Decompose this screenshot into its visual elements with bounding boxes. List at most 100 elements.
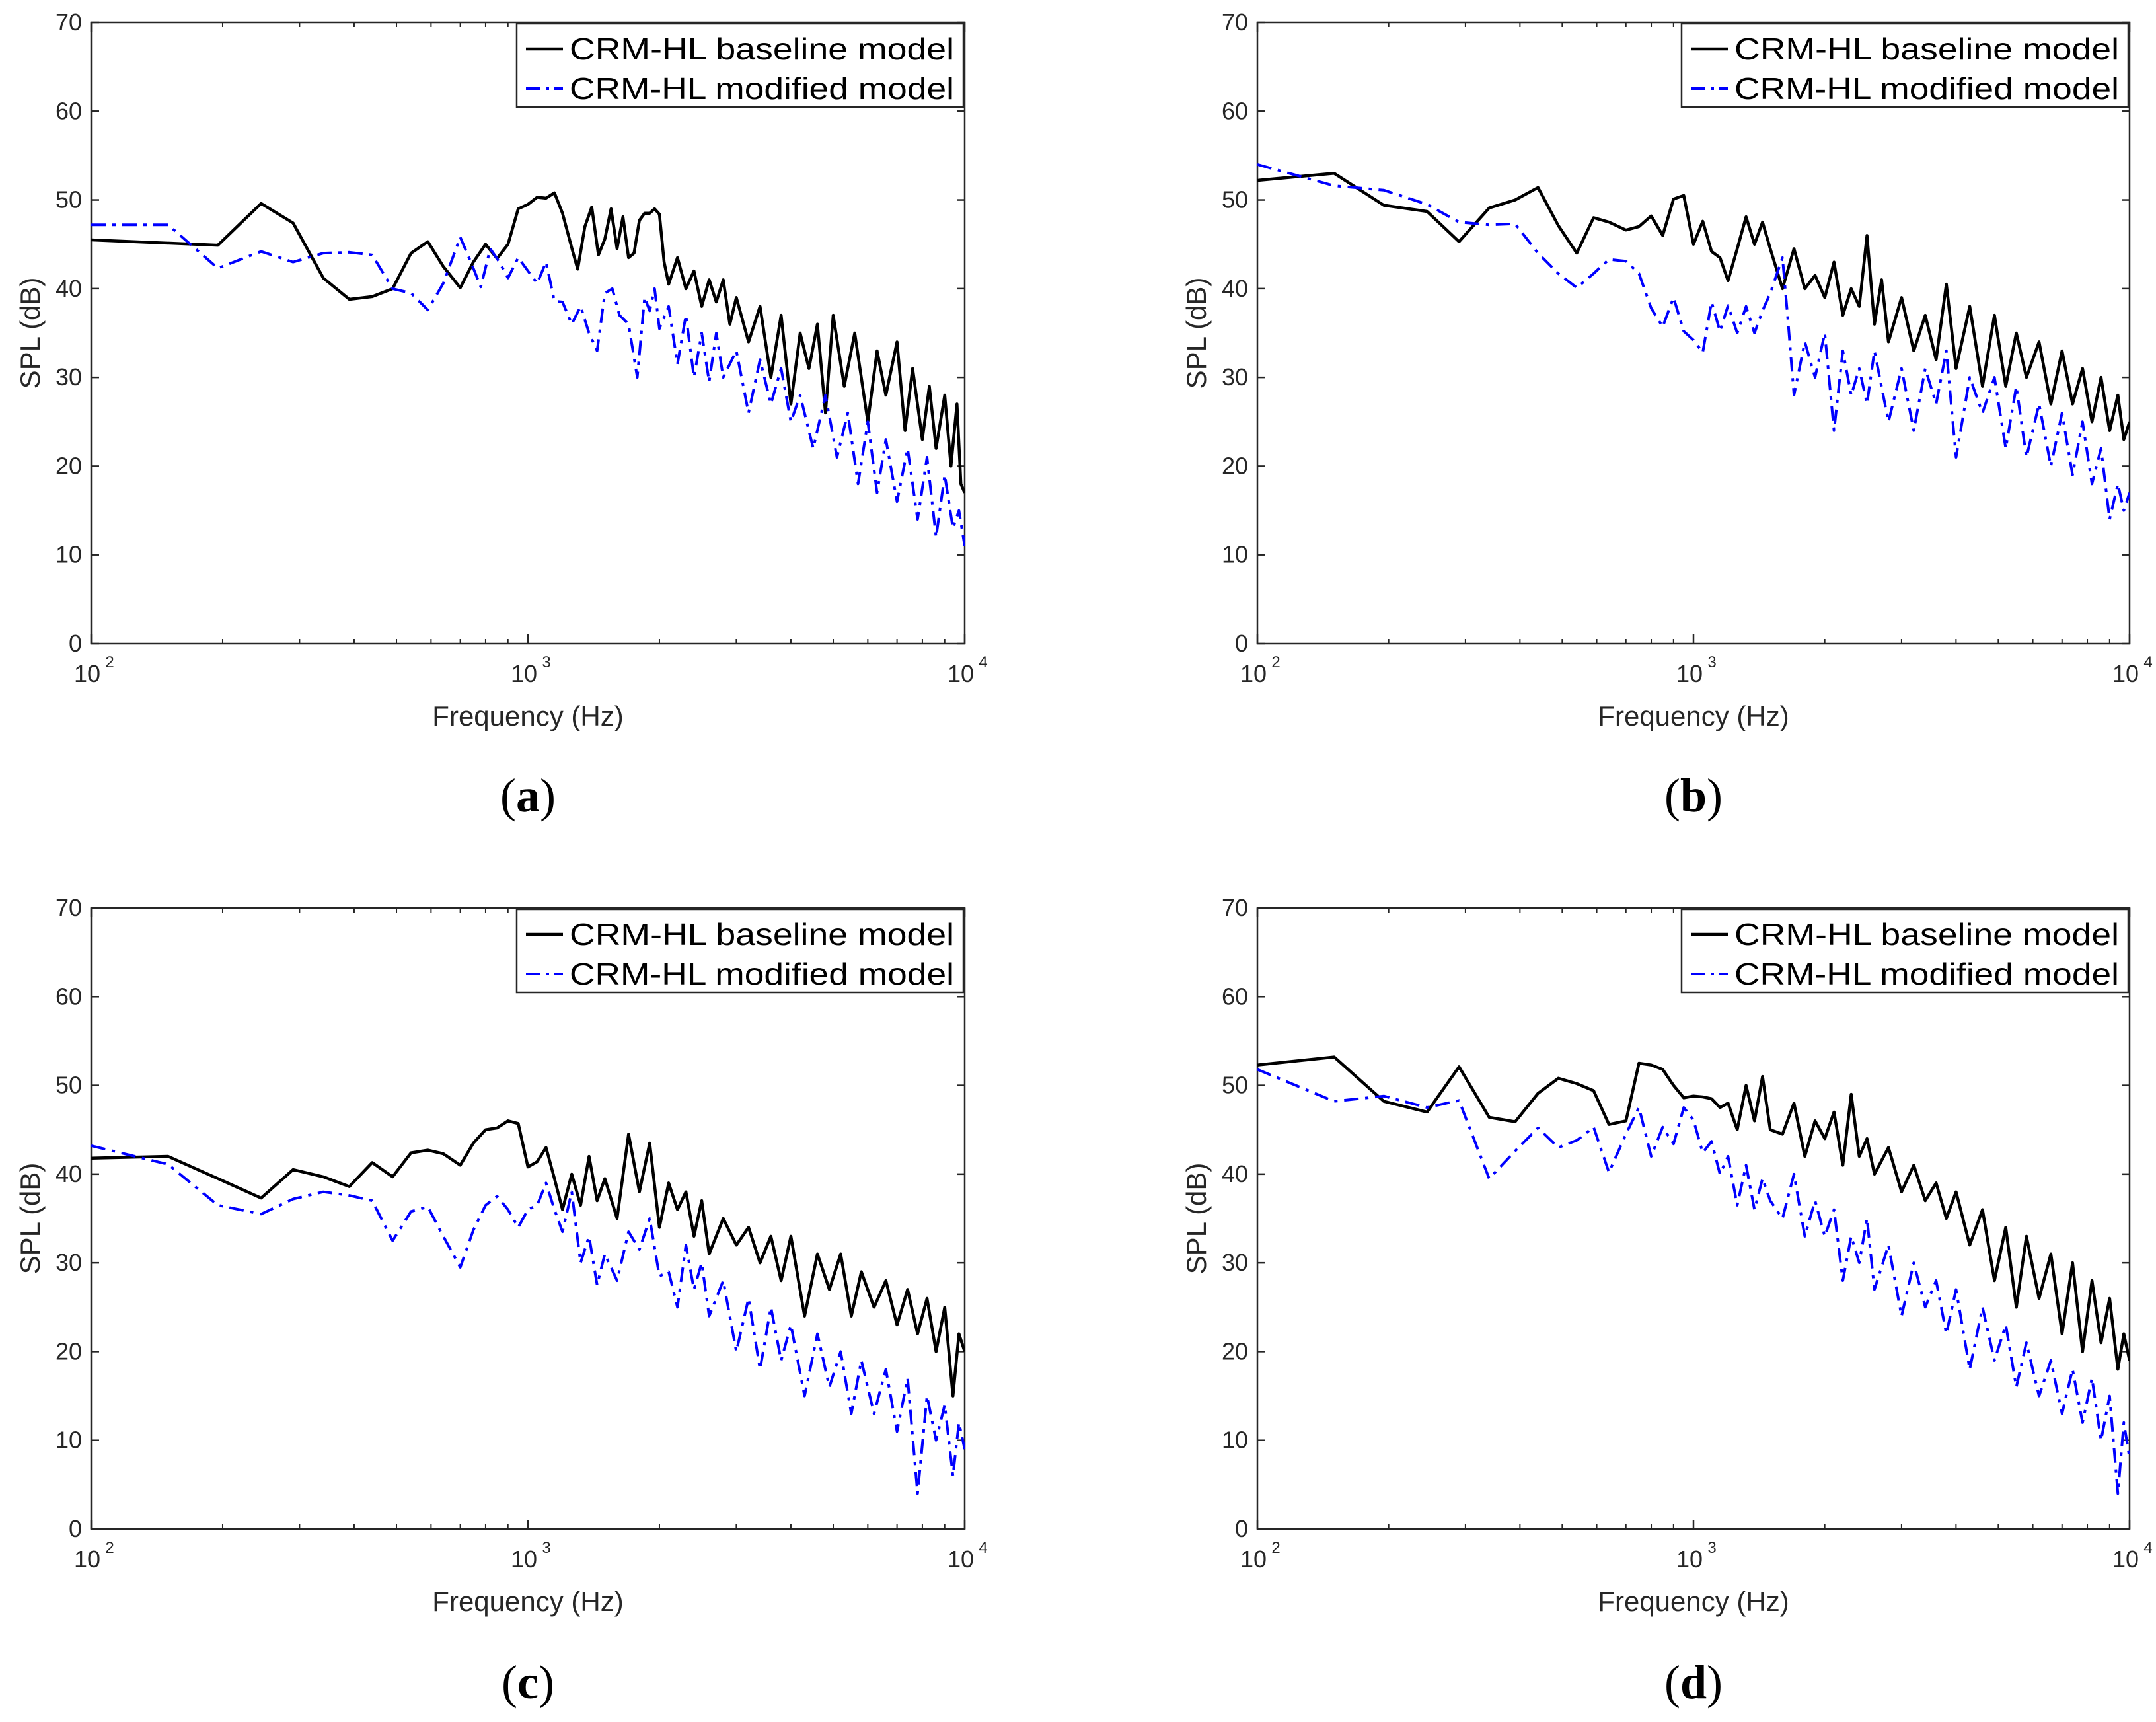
y-tick-label: 50 [1222, 1072, 1248, 1099]
legend-entry-label: CRM-HL baseline model [570, 917, 954, 952]
y-tick-label: 10 [1222, 541, 1248, 568]
legend-entry-label: CRM-HL baseline model [570, 32, 954, 66]
x-tick-exponent: 4 [979, 1539, 987, 1557]
y-tick-label: 20 [56, 1337, 82, 1365]
y-tick-label: 60 [56, 983, 82, 1010]
y-tick-label: 0 [69, 630, 82, 657]
panel-caption: (c) [502, 1656, 554, 1709]
plot-area [90, 21, 966, 645]
legend: CRM-HL baseline model CRM-HL modified mod… [1680, 908, 2130, 994]
y-tick-label: 60 [1222, 983, 1248, 1010]
x-tick-label: 10 [1240, 1546, 1267, 1573]
y-tick-label: 50 [56, 1072, 82, 1099]
x-tick-label: 10 [948, 660, 974, 687]
y-tick-label: 10 [56, 1427, 82, 1454]
x-axis-label: Frequency (Hz) [1598, 1586, 1789, 1617]
x-tick-label: 10 [511, 660, 537, 687]
chart-panel-a: 0 10 20 30 40 50 60 70 10 2 10 3 10 4 Frequency (Hz) SP… [15, 9, 988, 822]
y-tick-label: 30 [56, 1249, 82, 1276]
y-tick-label: 10 [1222, 1427, 1248, 1454]
y-tick-label: 0 [69, 1515, 82, 1542]
x-axis-label: Frequency (Hz) [432, 1586, 623, 1617]
y-tick-label: 70 [1222, 894, 1248, 921]
x-tick-exponent: 3 [1707, 654, 1716, 671]
x-tick-exponent: 4 [2143, 1539, 2152, 1557]
y-axis-label: SPL (dB) [1181, 278, 1212, 389]
legend-entry-label: CRM-HL modified model [1734, 957, 2119, 991]
y-tick-label: 60 [56, 97, 82, 124]
y-tick-label: 0 [1235, 630, 1248, 657]
legend-box [1680, 22, 2130, 108]
plot-area [1256, 21, 2131, 645]
y-tick-label: 60 [1222, 97, 1248, 124]
y-tick-label: 40 [1222, 1160, 1248, 1187]
legend-entry-label: CRM-HL modified model [1734, 71, 2119, 106]
y-tick-label: 70 [56, 9, 82, 36]
x-tick-exponent: 3 [1707, 1539, 1716, 1557]
legend: CRM-HL baseline model CRM-HL modified mod… [1680, 22, 2130, 108]
chart-panel-c: 0 10 20 30 40 50 60 70 10 2 10 3 10 4 Frequency (Hz) SP… [15, 894, 988, 1709]
legend-box [515, 22, 965, 108]
x-tick-label: 10 [511, 1546, 537, 1573]
y-tick-label: 50 [56, 186, 82, 213]
x-tick-label: 10 [948, 1546, 974, 1573]
y-tick-label: 20 [1222, 1337, 1248, 1365]
plot-area [90, 907, 966, 1530]
y-tick-label: 30 [56, 363, 82, 391]
series-line-baseline [91, 1119, 965, 1398]
legend: CRM-HL baseline model CRM-HL modified mod… [515, 22, 965, 108]
y-tick-label: 40 [1222, 275, 1248, 302]
legend: CRM-HL baseline model CRM-HL modified mod… [515, 908, 965, 994]
legend-entry-label: CRM-HL modified model [570, 71, 954, 106]
legend-entry-label: CRM-HL baseline model [1734, 32, 2119, 66]
legend-entry-label: CRM-HL baseline model [1734, 917, 2119, 952]
series-line-baseline [91, 191, 965, 494]
x-tick-label: 10 [1240, 660, 1267, 687]
y-axis-label: SPL (dB) [15, 1163, 46, 1275]
x-tick-exponent: 2 [105, 654, 114, 671]
x-tick-exponent: 2 [105, 1539, 114, 1557]
x-tick-label: 10 [74, 660, 100, 687]
y-tick-label: 70 [56, 894, 82, 921]
x-axis-label: Frequency (Hz) [1598, 700, 1789, 731]
y-tick-label: 70 [1222, 9, 1248, 36]
x-axis-label: Frequency (Hz) [432, 700, 623, 731]
x-tick-exponent: 3 [542, 654, 550, 671]
panel-caption: (d) [1664, 1656, 1723, 1709]
y-axis-label: SPL (dB) [1181, 1163, 1212, 1275]
panel-caption: (b) [1664, 769, 1723, 822]
y-tick-label: 30 [1222, 1249, 1248, 1276]
x-tick-label: 10 [1676, 660, 1703, 687]
x-tick-exponent: 4 [979, 654, 987, 671]
x-tick-exponent: 4 [2143, 654, 2152, 671]
legend-box [515, 908, 965, 994]
series-line-baseline [1257, 1055, 2130, 1371]
plot-area [1256, 907, 2131, 1530]
x-tick-exponent: 2 [1271, 1539, 1280, 1557]
x-tick-label: 10 [2112, 660, 2139, 687]
panel-caption: (a) [500, 769, 556, 822]
x-tick-label: 10 [1676, 1546, 1703, 1573]
series-line-modified [1257, 163, 2130, 521]
y-tick-label: 0 [1235, 1515, 1248, 1542]
legend-entry-label: CRM-HL modified model [570, 957, 954, 991]
series-line-modified [91, 1144, 965, 1495]
legend-box [1680, 908, 2130, 994]
y-tick-label: 20 [1222, 452, 1248, 479]
y-tick-label: 30 [1222, 363, 1248, 391]
series-line-modified [91, 223, 965, 546]
y-tick-label: 20 [56, 452, 82, 479]
series-line-baseline [1257, 172, 2130, 441]
y-tick-label: 10 [56, 541, 82, 568]
y-axis-label: SPL (dB) [15, 278, 46, 389]
x-tick-exponent: 3 [542, 1539, 550, 1557]
x-tick-exponent: 2 [1271, 654, 1280, 671]
y-tick-label: 50 [1222, 186, 1248, 213]
x-tick-label: 10 [2112, 1546, 2139, 1573]
y-tick-label: 40 [56, 275, 82, 302]
x-tick-label: 10 [74, 1546, 100, 1573]
y-tick-label: 40 [56, 1160, 82, 1187]
